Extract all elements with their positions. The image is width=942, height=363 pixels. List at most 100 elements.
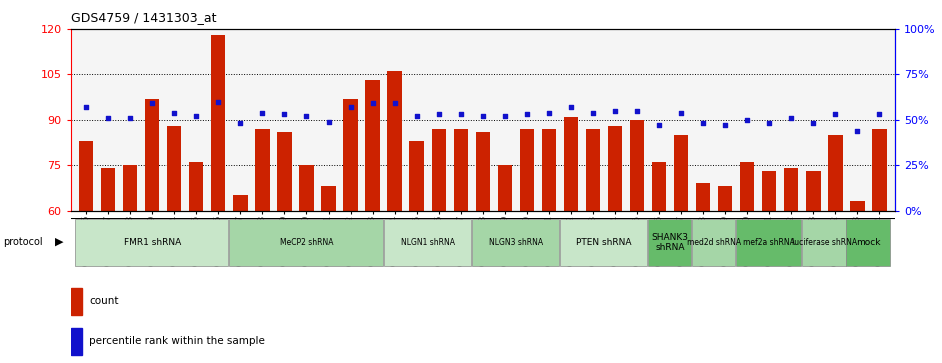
Point <box>365 101 381 106</box>
Point <box>321 119 336 125</box>
Bar <box>652 162 666 211</box>
Point <box>762 121 777 126</box>
Bar <box>277 132 292 211</box>
Text: ▶: ▶ <box>55 237 63 247</box>
Bar <box>476 132 490 211</box>
Bar <box>737 219 802 266</box>
Bar <box>189 162 203 211</box>
Point <box>695 121 710 126</box>
Bar <box>383 219 471 266</box>
Point <box>188 113 203 119</box>
Bar <box>696 183 710 211</box>
Text: NLGN3 shRNA: NLGN3 shRNA <box>489 238 543 247</box>
Bar <box>784 168 799 211</box>
Bar <box>803 219 846 266</box>
Bar <box>79 141 93 211</box>
Point <box>211 99 226 105</box>
Text: FMR1 shRNA: FMR1 shRNA <box>123 238 181 247</box>
Bar <box>211 35 225 211</box>
Bar <box>648 219 691 266</box>
Point <box>145 101 160 106</box>
Bar <box>718 186 732 211</box>
Text: mock: mock <box>856 238 881 247</box>
Text: percentile rank within the sample: percentile rank within the sample <box>89 336 266 346</box>
Bar <box>472 219 559 266</box>
Text: PTEN shRNA: PTEN shRNA <box>577 238 632 247</box>
Text: med2d shRNA: med2d shRNA <box>687 238 741 247</box>
Point <box>475 113 490 119</box>
Bar <box>851 201 865 211</box>
Text: count: count <box>89 296 119 306</box>
Text: protocol: protocol <box>3 237 42 247</box>
Bar <box>365 81 380 211</box>
Bar <box>410 141 424 211</box>
Bar <box>454 129 468 211</box>
Point <box>784 115 799 121</box>
Bar <box>872 129 886 211</box>
Bar <box>740 162 755 211</box>
Point <box>277 111 292 117</box>
Text: GDS4759 / 1431303_at: GDS4759 / 1431303_at <box>71 11 216 24</box>
Bar <box>71 288 83 315</box>
Point <box>563 104 578 110</box>
Point <box>255 110 270 115</box>
Point <box>409 113 424 119</box>
Point <box>608 108 623 114</box>
Point <box>122 115 138 121</box>
Point <box>167 110 182 115</box>
Text: mef2a shRNA: mef2a shRNA <box>743 238 795 247</box>
Bar <box>300 165 314 211</box>
Bar <box>234 195 248 211</box>
Point <box>497 113 512 119</box>
Bar <box>674 135 689 211</box>
Bar <box>145 99 159 211</box>
Bar <box>321 186 335 211</box>
Bar <box>101 168 115 211</box>
Point <box>453 111 468 117</box>
Bar <box>229 219 382 266</box>
Text: luciferase shRNA: luciferase shRNA <box>792 238 857 247</box>
Bar <box>847 219 889 266</box>
Bar <box>344 99 358 211</box>
Point <box>78 104 93 110</box>
Bar <box>608 126 622 211</box>
Point <box>233 121 248 126</box>
Point <box>872 111 887 117</box>
Point <box>299 113 314 119</box>
Point <box>387 101 402 106</box>
Point <box>652 122 667 128</box>
Point <box>674 110 689 115</box>
Bar <box>123 165 138 211</box>
Text: NLGN1 shRNA: NLGN1 shRNA <box>400 238 455 247</box>
Point <box>585 110 600 115</box>
Bar <box>431 129 446 211</box>
Text: MeCP2 shRNA: MeCP2 shRNA <box>280 238 333 247</box>
Bar <box>542 129 556 211</box>
Point <box>739 117 755 123</box>
Bar <box>806 171 820 211</box>
Bar <box>762 171 776 211</box>
Point <box>850 128 865 134</box>
Bar <box>586 129 600 211</box>
Bar <box>497 165 512 211</box>
Text: SHANK3
shRNA: SHANK3 shRNA <box>652 233 689 252</box>
Bar <box>167 126 182 211</box>
Point <box>101 115 116 121</box>
Point <box>431 111 447 117</box>
Bar <box>692 219 736 266</box>
Bar <box>255 129 269 211</box>
Bar <box>71 328 83 355</box>
Bar <box>560 219 647 266</box>
Bar <box>828 135 842 211</box>
Point <box>805 121 820 126</box>
Bar <box>387 72 402 211</box>
Bar <box>630 120 644 211</box>
Bar <box>563 117 578 211</box>
Point <box>828 111 843 117</box>
Bar <box>520 129 534 211</box>
Bar <box>75 219 229 266</box>
Point <box>343 104 358 110</box>
Point <box>519 111 534 117</box>
Point <box>629 108 644 114</box>
Point <box>718 122 733 128</box>
